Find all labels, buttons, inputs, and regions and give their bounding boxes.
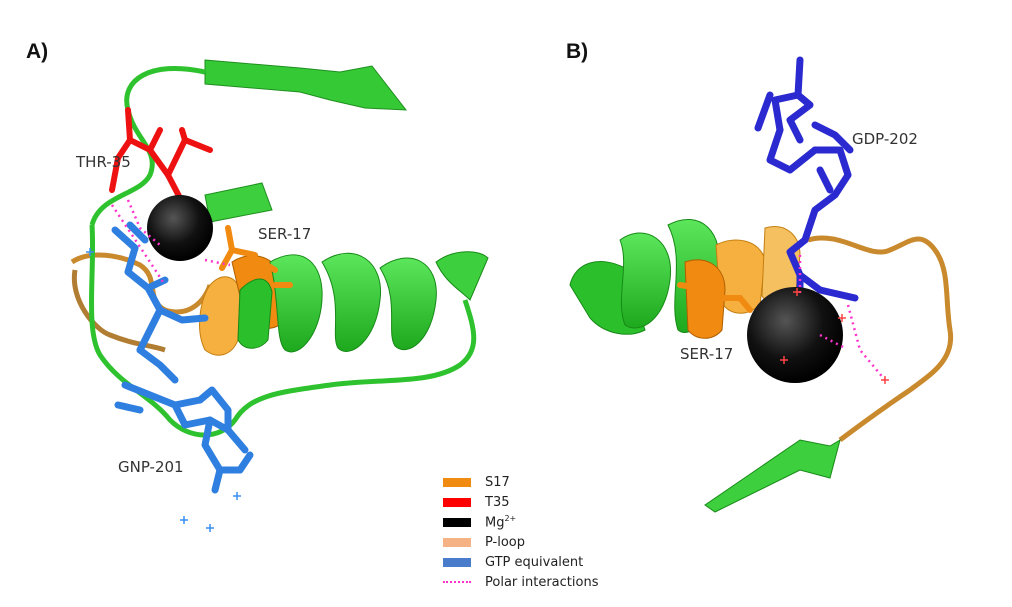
legend-label-s17: S17 (485, 475, 510, 490)
gdp202-label: GDP-202 (852, 130, 918, 148)
legend-label-polar: Polar interactions (485, 575, 598, 590)
legend-label-gtp: GTP equivalent (485, 555, 583, 570)
panel-a-label: A) (26, 40, 48, 64)
beta-strand-mid (205, 183, 272, 222)
legend-label-p-loop: P-loop (485, 535, 525, 550)
legend-item-t35: T35 (443, 492, 643, 512)
legend-item-gtp: GTP equivalent (443, 552, 643, 572)
legend-swatch-p-loop (443, 538, 471, 547)
legend-item-p-loop: P-loop (443, 532, 643, 552)
panel-b-label: B) (566, 40, 588, 64)
legend-item-polar: Polar interactions (443, 572, 643, 592)
legend-label-mg: Mg2+ (485, 514, 516, 530)
legend-swatch-mg (443, 518, 471, 527)
legend-swatch-s17 (443, 478, 471, 487)
legend-label-mg-sup: 2+ (504, 514, 516, 523)
gnp201-label: GNP-201 (118, 458, 184, 476)
legend: S17 T35 Mg2+ P-loop GTP equivalent Polar… (443, 472, 643, 592)
legend-swatch-polar (443, 581, 471, 583)
ser17-label-b: SER-17 (680, 345, 733, 363)
beta-strand-top (205, 60, 406, 110)
beta-strand-b (705, 440, 840, 512)
mg-ion-b (747, 287, 843, 383)
thr35-label: THR-35 (76, 153, 131, 171)
mg-ion-a (147, 195, 213, 261)
legend-item-s17: S17 (443, 472, 643, 492)
legend-swatch-gtp (443, 558, 471, 567)
legend-item-mg: Mg2+ (443, 512, 643, 532)
panel-b-structure (570, 60, 951, 512)
legend-label-t35: T35 (485, 495, 509, 510)
legend-swatch-t35 (443, 498, 471, 507)
ser17-label-a: SER-17 (258, 225, 311, 243)
